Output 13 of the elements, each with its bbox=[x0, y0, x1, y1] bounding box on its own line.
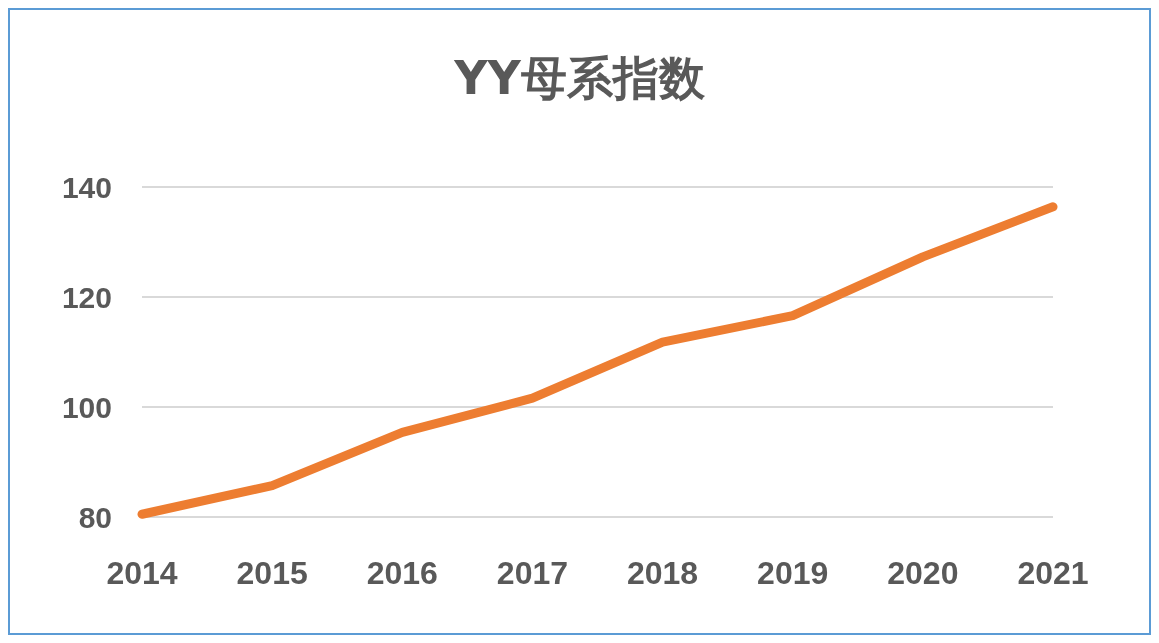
chart-title: YY母系指数 bbox=[453, 51, 706, 105]
x-tick-label: 2015 bbox=[236, 555, 308, 591]
x-tick-label: 2021 bbox=[1017, 555, 1089, 591]
y-tick-label: 140 bbox=[61, 170, 112, 204]
x-tick-label: 2016 bbox=[366, 555, 438, 591]
x-tick-label: 2017 bbox=[496, 555, 569, 591]
x-tick-label: 2019 bbox=[757, 555, 829, 591]
x-tick-label: 2020 bbox=[887, 555, 959, 591]
x-tick-label: 2014 bbox=[106, 555, 178, 591]
y-tick-label: 100 bbox=[61, 390, 112, 424]
y-tick-label: 80 bbox=[78, 500, 112, 534]
x-tick-label: 2018 bbox=[626, 555, 699, 591]
y-tick-label: 120 bbox=[61, 280, 112, 314]
